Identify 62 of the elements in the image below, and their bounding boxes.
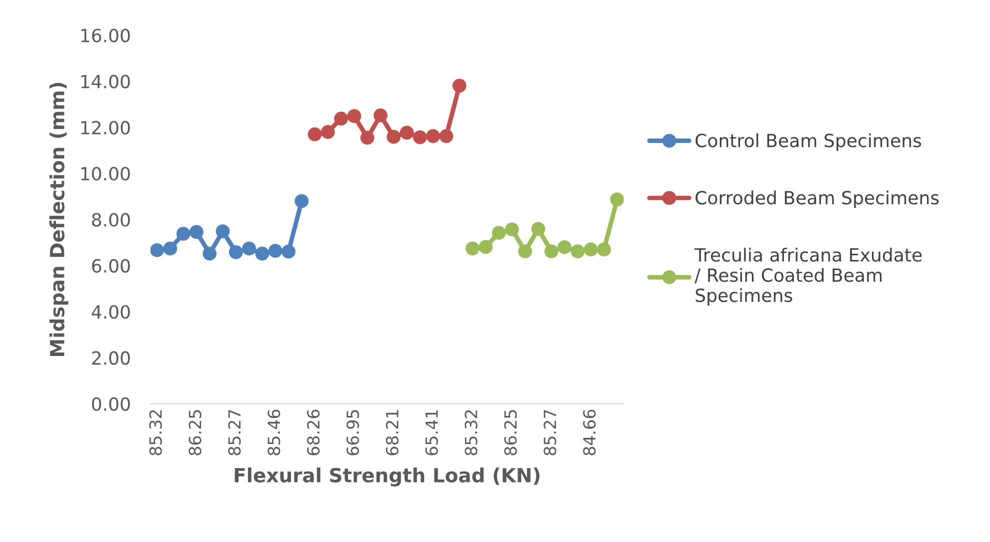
x-tick-label: 65.41 bbox=[425, 410, 438, 456]
point bbox=[426, 129, 440, 144]
x-axis-title: Flexural Strength Load (KN) bbox=[234, 467, 540, 486]
point bbox=[360, 130, 374, 145]
point bbox=[308, 127, 322, 142]
point bbox=[386, 130, 401, 144]
point bbox=[466, 242, 480, 256]
point bbox=[268, 244, 282, 258]
point bbox=[478, 240, 493, 254]
y-tick-label: 14.00 bbox=[81, 74, 130, 88]
point bbox=[176, 226, 190, 241]
x-tick-label: 68.26 bbox=[307, 410, 320, 456]
x-tick-label: 85.32 bbox=[149, 410, 162, 456]
y-tick-label: 0.00 bbox=[92, 397, 130, 411]
y-tick-label: 10.00 bbox=[81, 166, 130, 181]
x-tick-label: 85.27 bbox=[228, 410, 241, 456]
point bbox=[584, 242, 598, 256]
point bbox=[163, 242, 178, 256]
y-axis-title: Midspan Deflection (mm) bbox=[49, 82, 68, 356]
point bbox=[282, 244, 296, 258]
point bbox=[558, 240, 572, 254]
x-tick-label: 86.25 bbox=[504, 410, 517, 456]
point bbox=[347, 109, 362, 124]
point bbox=[150, 243, 164, 258]
point bbox=[610, 192, 624, 206]
point bbox=[374, 108, 388, 122]
legend-label: Corroded Beam Specimens bbox=[696, 190, 939, 208]
legend-label: Control Beam Specimens bbox=[696, 133, 922, 151]
y-tick-label: 4.00 bbox=[92, 305, 130, 319]
point bbox=[228, 245, 243, 260]
x-tick-label: 84.66 bbox=[583, 410, 596, 456]
point bbox=[334, 112, 348, 126]
point bbox=[452, 78, 466, 93]
point bbox=[505, 222, 519, 236]
point bbox=[202, 246, 217, 261]
y-tick-label: 8.00 bbox=[92, 212, 130, 227]
y-tick-label: 2.00 bbox=[92, 351, 130, 365]
x-tick-label: 66.95 bbox=[346, 410, 360, 456]
point bbox=[413, 130, 427, 144]
x-tick-label: 85.32 bbox=[464, 410, 478, 456]
x-tick-label: 68.21 bbox=[386, 410, 398, 456]
point bbox=[597, 242, 611, 256]
point bbox=[518, 244, 532, 258]
y-tick-label: 16.00 bbox=[81, 28, 130, 42]
point bbox=[400, 126, 414, 140]
y-tick-label: 12.00 bbox=[81, 120, 130, 134]
legend-label: Treculia africana Exudate / Resin Coated Beam Specimens bbox=[694, 248, 922, 306]
point bbox=[531, 222, 546, 236]
point bbox=[294, 194, 309, 208]
point bbox=[570, 244, 585, 258]
point bbox=[255, 246, 270, 261]
point bbox=[242, 242, 256, 256]
point bbox=[492, 226, 506, 240]
point bbox=[216, 224, 230, 238]
point bbox=[190, 225, 204, 239]
y-tick-label: 6.00 bbox=[92, 259, 130, 273]
x-tick-label: 85.46 bbox=[268, 410, 280, 456]
point bbox=[320, 125, 335, 139]
point bbox=[439, 129, 454, 144]
x-tick-label: 85.27 bbox=[544, 410, 556, 456]
point bbox=[544, 244, 558, 258]
x-tick-label: 86.25 bbox=[188, 410, 202, 456]
